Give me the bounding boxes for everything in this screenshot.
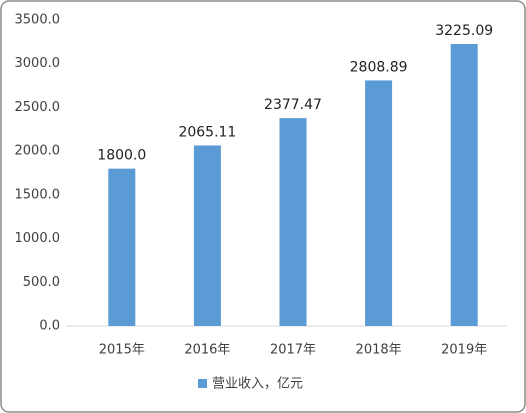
y-tick-label: 1500.0	[15, 187, 61, 202]
legend-swatch	[198, 379, 207, 388]
legend-label: 营业收入，亿元	[212, 377, 303, 392]
y-tick-label: 500.0	[23, 275, 60, 290]
value-label: 2808.89	[350, 59, 408, 75]
bar	[279, 118, 307, 326]
bar	[193, 145, 221, 326]
x-tick-label: 2017年	[270, 343, 316, 358]
x-tick-label: 2019年	[441, 343, 487, 358]
y-tick-label: 2500.0	[15, 100, 61, 115]
bar	[365, 80, 393, 326]
bar	[450, 44, 478, 327]
y-tick-label: 0.0	[39, 319, 60, 334]
value-label: 3225.09	[435, 23, 493, 39]
bar	[108, 168, 136, 326]
value-label: 2377.47	[264, 97, 322, 113]
x-tick-label: 2015年	[99, 343, 145, 358]
x-tick-label: 2016年	[184, 343, 230, 358]
value-label: 1800.0	[97, 148, 146, 164]
y-tick-label: 1000.0	[15, 231, 61, 246]
x-tick-label: 2018年	[356, 343, 402, 358]
y-tick-label: 3500.0	[15, 13, 61, 28]
value-label: 2065.11	[178, 124, 236, 140]
y-tick-label: 2000.0	[15, 144, 61, 159]
y-tick-label: 3000.0	[15, 56, 61, 71]
